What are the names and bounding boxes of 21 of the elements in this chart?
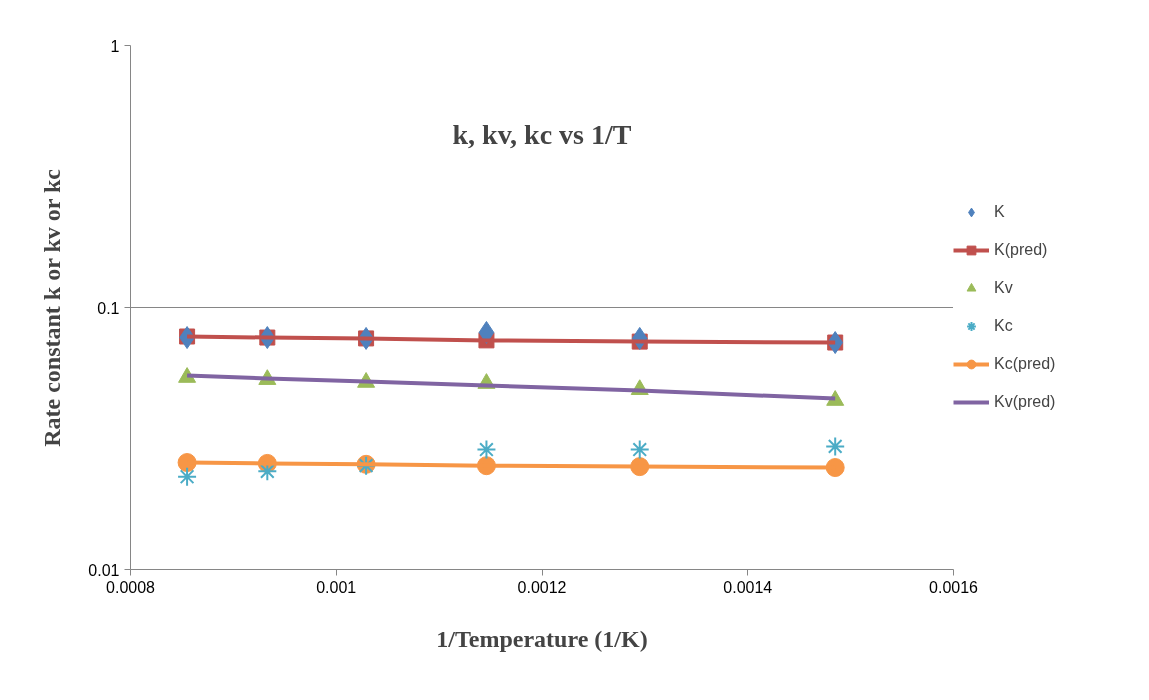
x-axis-title: 1/Temperature (1/K): [436, 625, 648, 652]
x-tick-label: 0.0012: [517, 578, 567, 596]
y-tick-label: 0.01: [88, 561, 120, 579]
point: [476, 439, 497, 460]
y-tick-label: 0.1: [97, 299, 120, 317]
legend-label: Kc(pred): [994, 355, 1056, 373]
legend-label: Kc: [994, 317, 1014, 335]
legend-label: K(pred): [994, 241, 1048, 259]
legend-label: K: [994, 203, 1006, 221]
point: [177, 466, 198, 487]
y-tick-label: 1: [110, 37, 120, 55]
y-axis-title: Rate constant k or kv or kc: [39, 168, 66, 447]
x-tick-label: 0.001: [316, 578, 357, 596]
x-tick-label: 0.0016: [929, 578, 979, 596]
point: [629, 439, 650, 460]
legend-label: Kv(pred): [994, 393, 1056, 411]
point: [825, 436, 846, 457]
x-tick-label: 0.0008: [106, 578, 156, 596]
legend-label: Kv: [994, 279, 1014, 297]
x-tick-label: 0.0014: [723, 578, 773, 596]
text: k, kv, kc vs 1/T: [452, 119, 632, 151]
